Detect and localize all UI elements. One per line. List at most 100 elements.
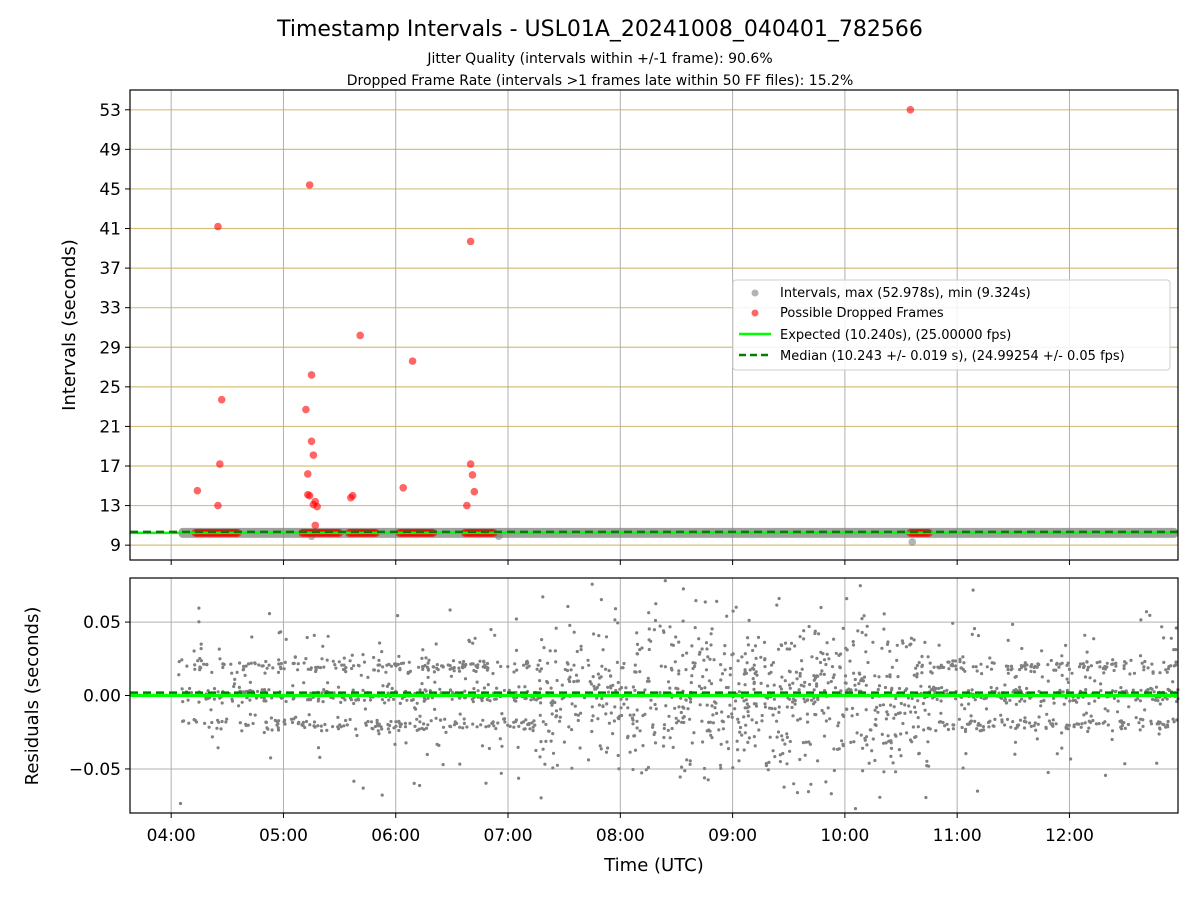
residual-point	[841, 626, 845, 631]
residual-point	[858, 672, 862, 676]
residual-point	[789, 641, 794, 645]
residual-point	[1114, 664, 1118, 668]
residual-point	[1029, 665, 1033, 669]
residual-point	[1116, 699, 1120, 703]
residual-point	[706, 655, 710, 659]
residual-point	[221, 665, 225, 670]
residual-point	[822, 711, 826, 715]
residual-point	[1093, 679, 1097, 683]
residual-point	[653, 702, 657, 707]
residual-point	[381, 665, 385, 669]
residual-point	[676, 687, 680, 691]
residual-point	[1174, 663, 1178, 667]
residual-point	[339, 725, 343, 729]
residual-point	[1028, 696, 1032, 700]
legend-label-intervals: Intervals, max (52.978s), min (9.324s)	[780, 286, 1031, 301]
residual-point	[894, 696, 898, 701]
residual-point	[628, 713, 632, 717]
residual-point	[506, 723, 510, 727]
residual-point	[499, 771, 503, 775]
residual-point	[586, 758, 591, 762]
residual-point	[689, 700, 693, 704]
residual-point	[824, 719, 829, 723]
residuals-y-ticks: 0.05 0.00 −0.05	[69, 613, 130, 780]
residual-point	[701, 740, 705, 744]
residual-point	[512, 725, 516, 729]
residual-point	[305, 635, 309, 640]
residual-point	[953, 659, 958, 663]
residual-point	[461, 726, 465, 730]
residual-point	[691, 661, 695, 665]
residual-point	[874, 717, 878, 721]
residual-point	[1006, 638, 1010, 643]
residual-point	[264, 720, 268, 725]
residual-point	[680, 765, 684, 769]
residual-point	[896, 675, 900, 679]
residual-point	[914, 666, 918, 670]
residual-point	[988, 656, 992, 660]
residual-point	[787, 669, 792, 673]
residual-point	[611, 683, 615, 687]
residual-point	[859, 733, 863, 737]
residual-point	[723, 644, 727, 648]
residual-point	[802, 629, 806, 633]
residual-point	[1064, 643, 1068, 648]
residual-point	[985, 665, 989, 669]
residual-point	[951, 621, 955, 625]
residual-point	[1138, 699, 1142, 703]
residual-point	[1158, 671, 1162, 675]
residual-point	[952, 723, 956, 727]
residual-point	[372, 655, 376, 660]
x-tick-label: 12:00	[1045, 826, 1094, 846]
x-tick-label: 06:00	[371, 826, 420, 846]
residual-point	[448, 608, 452, 612]
dropped-frame-point	[303, 470, 312, 478]
residual-point	[332, 691, 336, 695]
residual-point	[1156, 720, 1161, 724]
residual-point	[864, 633, 868, 637]
residual-point	[719, 663, 723, 667]
residual-point	[340, 663, 344, 667]
residual-point	[220, 701, 224, 705]
residual-point	[276, 728, 281, 732]
residual-point	[926, 655, 930, 659]
residual-point	[713, 706, 717, 710]
residual-point	[535, 667, 539, 671]
residual-point	[474, 669, 478, 674]
residual-point	[670, 726, 674, 731]
residual-point	[542, 646, 546, 650]
residual-point	[202, 662, 206, 666]
residual-point	[788, 697, 792, 701]
residual-point	[576, 713, 580, 717]
residual-point	[1052, 696, 1056, 701]
residual-point	[733, 707, 737, 711]
residual-point	[767, 672, 771, 676]
residual-point	[421, 648, 425, 652]
residual-point	[1045, 712, 1049, 716]
residual-point	[1165, 670, 1169, 674]
residual-point	[204, 697, 208, 701]
residual-point	[531, 725, 535, 729]
residual-point	[800, 667, 804, 671]
residual-point	[375, 721, 379, 725]
residual-point	[719, 766, 723, 771]
residual-point	[1003, 723, 1007, 727]
residual-point	[187, 721, 191, 725]
residual-point	[973, 698, 977, 702]
residual-point	[1169, 636, 1173, 640]
x-tick-label: 05:00	[259, 826, 308, 846]
residual-point	[1095, 661, 1099, 665]
residual-point	[489, 627, 493, 632]
residual-point	[746, 636, 750, 640]
residual-point	[895, 643, 899, 647]
residual-point	[1032, 724, 1036, 728]
residual-point	[393, 742, 397, 747]
residual-point	[633, 748, 638, 752]
residual-point	[771, 713, 775, 717]
residual-point	[981, 725, 986, 729]
residual-point	[277, 658, 281, 662]
residual-point	[320, 691, 324, 695]
residual-point	[927, 685, 932, 689]
legend-label-median: Median (10.243 +/- 0.019 s), (24.99254 +…	[780, 349, 1125, 364]
residual-point	[463, 677, 468, 681]
